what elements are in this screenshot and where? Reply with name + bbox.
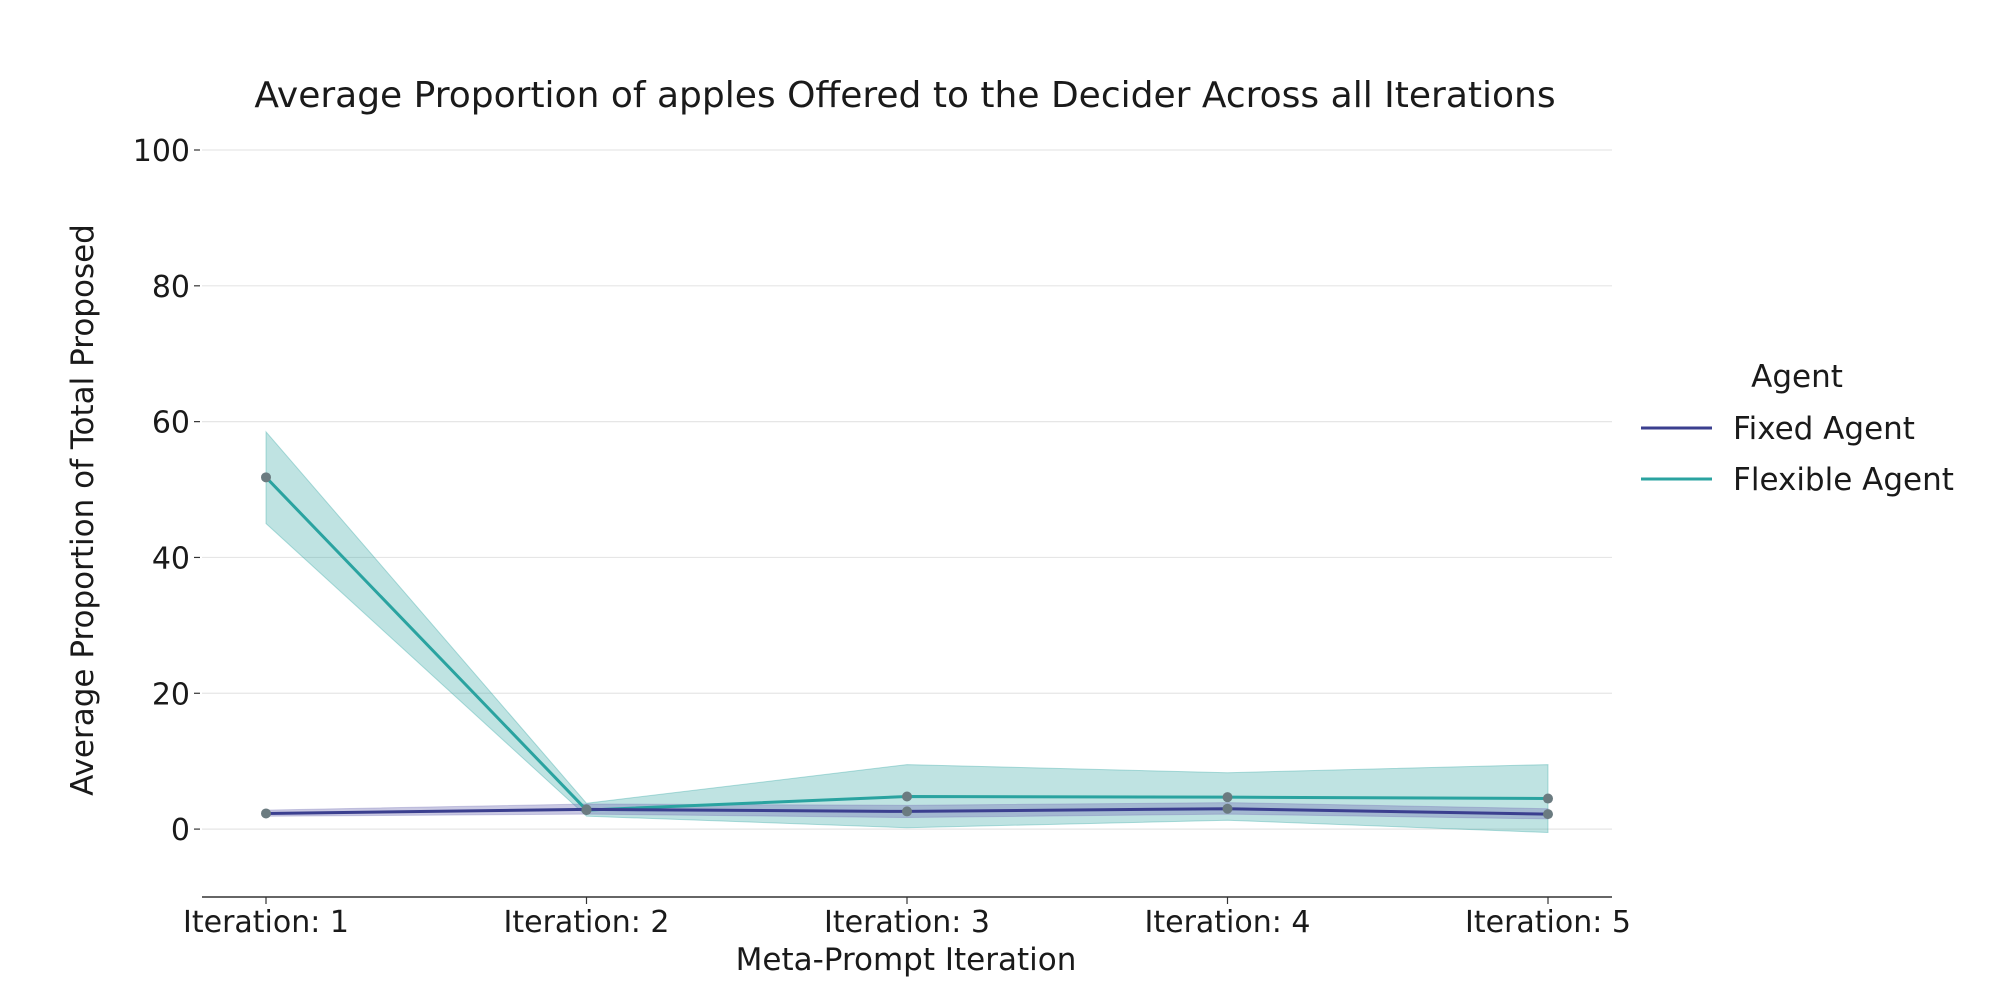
x-tick-label: Iteration: 3 bbox=[824, 905, 990, 940]
legend-label: Flexible Agent bbox=[1733, 462, 1954, 498]
series-points bbox=[261, 472, 1553, 820]
data-point bbox=[1543, 809, 1553, 820]
legend-label: Fixed Agent bbox=[1733, 411, 1915, 447]
confidence-bands bbox=[265, 430, 1549, 834]
data-point bbox=[1222, 803, 1233, 814]
chart-title: Average Proportion of apples Offered to … bbox=[254, 75, 1555, 116]
y-tick-label: 0 bbox=[171, 813, 190, 848]
y-tick-label: 60 bbox=[152, 406, 190, 441]
data-point bbox=[261, 472, 271, 483]
y-tick-labels: 0 20 40 60 80 100 bbox=[133, 134, 200, 848]
data-point bbox=[1543, 793, 1553, 804]
grid-lines bbox=[202, 149, 1612, 830]
legend: Agent Fixed Agent Flexible Agent bbox=[1641, 359, 1954, 498]
series-line bbox=[264, 476, 1549, 812]
y-tick-label: 40 bbox=[152, 541, 190, 576]
data-point bbox=[902, 791, 912, 802]
y-tick-label: 80 bbox=[152, 270, 190, 305]
x-tick-labels: Iteration: 1 Iteration: 2 Iteration: 3 Iter… bbox=[183, 897, 1631, 940]
x-tick-label: Iteration: 1 bbox=[183, 905, 349, 940]
y-axis-label: Average Proportion of Total Proposed bbox=[65, 224, 101, 796]
legend-items: Fixed Agent Flexible Agent bbox=[1641, 411, 1954, 498]
confidence-band bbox=[265, 430, 1549, 834]
data-point bbox=[581, 804, 592, 815]
y-tick-label: 20 bbox=[152, 677, 190, 712]
data-point bbox=[1222, 792, 1233, 803]
x-axis-label: Meta-Prompt Iteration bbox=[736, 942, 1077, 978]
data-point bbox=[902, 806, 912, 817]
series-lines bbox=[264, 476, 1549, 816]
x-tick-label: Iteration: 2 bbox=[504, 905, 670, 940]
legend-title: Agent bbox=[1751, 359, 1843, 395]
x-tick-label: Iteration: 5 bbox=[1465, 905, 1631, 940]
data-point bbox=[261, 808, 271, 819]
x-tick-label: Iteration: 4 bbox=[1145, 905, 1311, 940]
y-tick-label: 100 bbox=[133, 134, 190, 169]
